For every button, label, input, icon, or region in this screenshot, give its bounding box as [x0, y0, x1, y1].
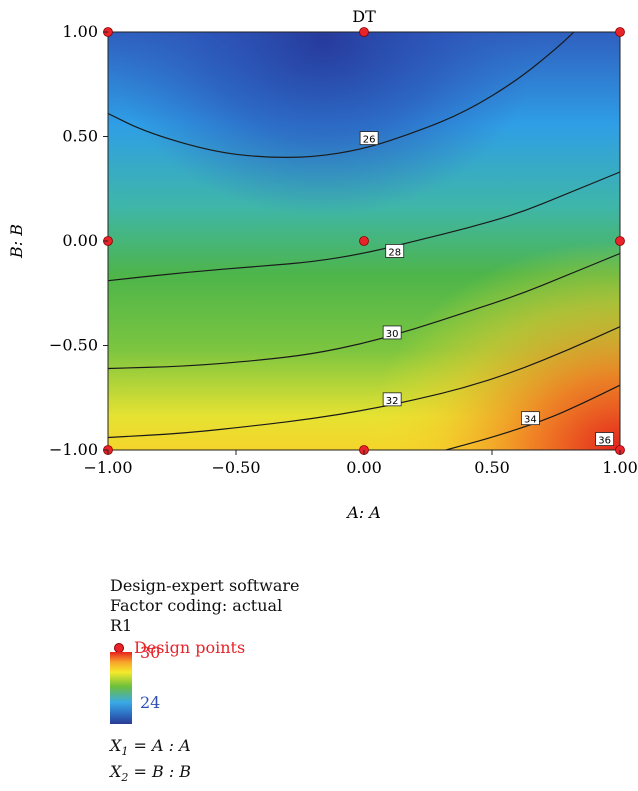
factor-x2-def: = B : B: [128, 762, 192, 781]
color-scale-min: 24: [140, 693, 161, 712]
contour-label-box-36: [595, 432, 615, 446]
color-scale-bar: [110, 652, 132, 724]
design-point: [615, 236, 625, 246]
factor-x2-sub: 2: [121, 771, 129, 785]
contour-line-30: [107, 252, 621, 370]
design-point: [615, 27, 625, 37]
y-tick-label: 1.00: [62, 22, 98, 41]
contour-chart: 26 28 30 32 34 36 −1.00 −0.50 0.00 0.50 1.00 1.00…: [7, 7, 638, 522]
contour-label-26: 26: [363, 135, 376, 146]
response-name: R1: [110, 616, 133, 635]
info-panel: Design-expert software Factor coding: ac…: [110, 576, 510, 657]
x-tick-label: −0.50: [211, 458, 260, 477]
software-name: Design-expert software: [110, 576, 300, 595]
contour-label-32: 32: [386, 396, 399, 407]
factor-x2-name: X: [110, 762, 122, 781]
contour-label-box-30: [382, 325, 402, 340]
contour-label-34: 34: [524, 415, 537, 426]
factor-coding: Factor coding: actual: [110, 596, 283, 615]
x-tick-label: 1.00: [602, 458, 638, 477]
contour-line-32: [107, 326, 621, 439]
y-axis-label: B: B: [7, 224, 26, 259]
x-tick-label: 0.00: [346, 458, 382, 477]
color-scale-max: 30: [140, 643, 161, 662]
design-point: [359, 236, 369, 246]
factor-x1: X1 = A : A: [110, 736, 191, 758]
contour-label-box-34: [521, 411, 540, 426]
factor-x1-def: = A : A: [128, 736, 191, 755]
y-tick-label: −1.00: [49, 440, 98, 459]
x-axis: −1.00 −0.50 0.00 0.50 1.00: [83, 450, 638, 477]
design-point-marker-icon: [114, 642, 124, 653]
legend-design-points: Design points: [110, 638, 510, 657]
design-points: [103, 27, 625, 455]
chart-title: DT: [352, 7, 376, 26]
x-axis-label: A: A: [345, 503, 381, 522]
y-axis: 1.00 0.50 0.00 −0.50 −1.00: [49, 22, 108, 459]
legend-design-points-label: Design points: [134, 638, 246, 657]
contour-lines: [107, 31, 621, 451]
contour-label-30: 30: [386, 329, 399, 340]
y-tick-label: 0.50: [62, 127, 98, 146]
contour-line-26: [107, 31, 575, 159]
contour-label-box-32: [382, 392, 402, 407]
contour-label-box-28: [385, 244, 405, 258]
contour-line-34: [445, 384, 621, 451]
factor-x1-sub: 1: [121, 745, 129, 759]
factor-x1-name: X: [110, 736, 122, 755]
y-tick-label: 0.00: [62, 231, 98, 250]
contour-label-box-26: [359, 131, 379, 145]
contour-labels: 26 28 30 32 34 36: [359, 131, 615, 447]
x-tick-label: 0.50: [474, 458, 510, 477]
contour-label-36: 36: [598, 436, 611, 447]
contour-label-28: 28: [388, 247, 401, 258]
design-point: [359, 27, 369, 37]
y-tick-label: −0.50: [49, 336, 98, 355]
contour-line-28: [107, 171, 621, 282]
factor-x2: X2 = B : B: [110, 762, 191, 784]
x-tick-label: −1.00: [83, 458, 132, 477]
